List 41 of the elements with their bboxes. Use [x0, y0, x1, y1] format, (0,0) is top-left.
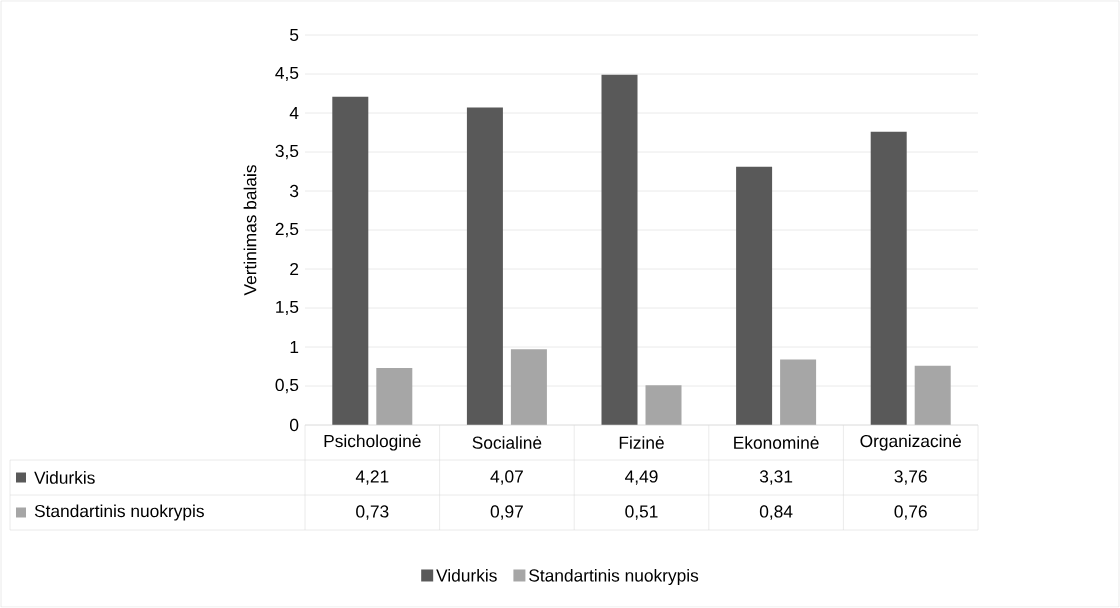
- y-tick-label: 4,5: [275, 66, 299, 82]
- x-tick-label: Ekonominė: [734, 436, 819, 449]
- y-tick-label: 2: [290, 262, 299, 276]
- y-tick-label: 0: [289, 418, 299, 432]
- data-label: 4,49: [625, 470, 658, 485]
- data-label: 0,51: [625, 505, 658, 520]
- data-label: 4,21: [355, 470, 389, 485]
- data-label: 0,84: [759, 505, 793, 520]
- y-tick-label: 3,5: [275, 144, 299, 160]
- bar: [736, 166, 773, 425]
- legend-label: Standartinis nuokrypis: [529, 568, 699, 586]
- bar: [466, 107, 503, 425]
- bar: [870, 131, 907, 425]
- data-label: 0,97: [490, 505, 523, 520]
- y-tick-label: 0,5: [275, 378, 299, 394]
- bar: [510, 349, 547, 425]
- data-label: 4,07: [490, 470, 523, 485]
- legend-label: Vidurkis: [436, 568, 497, 582]
- data-label: 3,31: [759, 470, 793, 485]
- bar: [332, 96, 369, 425]
- y-tick-label: 3: [289, 184, 299, 198]
- bar: [376, 368, 413, 425]
- y-tick-label: 2,5: [275, 222, 299, 238]
- text: Standartinis nuokrypis: [34, 504, 204, 521]
- data-label: 0,76: [894, 505, 927, 520]
- bar: [780, 359, 817, 425]
- x-tick-label: Socialinė: [472, 436, 542, 449]
- data-label: 0,73: [356, 505, 389, 520]
- y-axis-title: Vertinimas balais: [243, 165, 257, 296]
- y-tick-label: 1,5: [276, 300, 299, 316]
- bar: [645, 385, 682, 425]
- x-tick-label: Psichologinė: [324, 434, 421, 451]
- y-tick-label: 4: [289, 107, 299, 119]
- text: Vidurkis: [34, 471, 95, 484]
- data-label: 3,76: [894, 470, 927, 485]
- y-tick-label: 5: [290, 28, 299, 42]
- x-tick-label: Fizinė: [619, 436, 664, 449]
- bar: [914, 365, 951, 425]
- x-tick-label: Organizacinė: [860, 434, 961, 451]
- bar: [601, 74, 638, 425]
- y-tick-label: 1: [290, 341, 299, 353]
